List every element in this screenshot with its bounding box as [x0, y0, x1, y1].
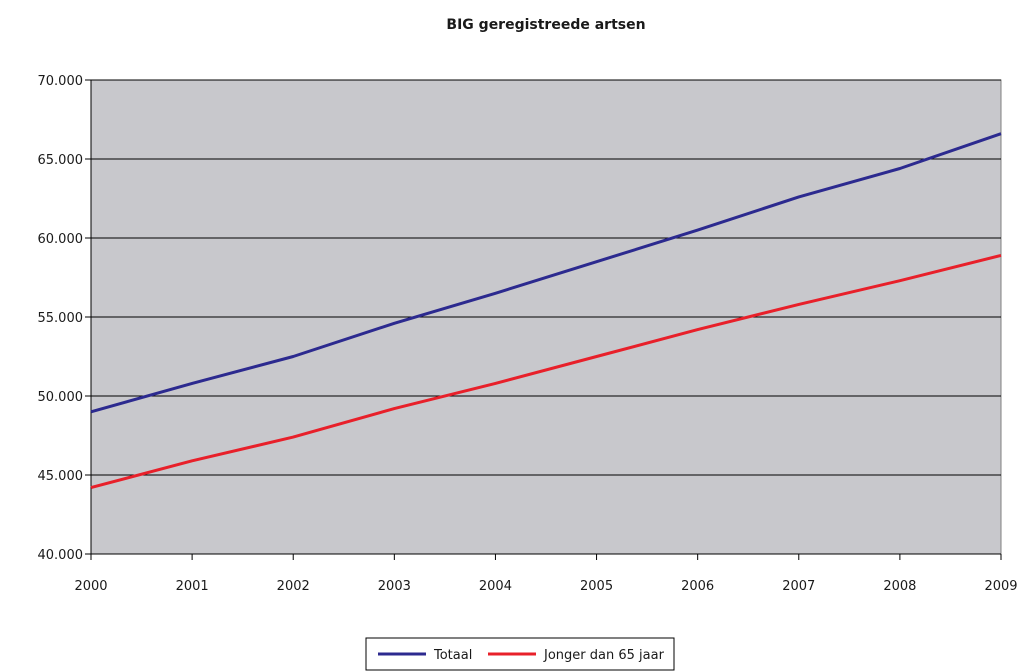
- legend-label: Totaal: [433, 648, 472, 663]
- series-lines: [90, 132, 1002, 490]
- y-tick-label: 45.000: [38, 469, 84, 484]
- y-tick-label: 65.000: [38, 153, 84, 168]
- series-line-jonger-dan-65-jaar: [90, 253, 1002, 490]
- x-tick-label: 2001: [176, 579, 209, 594]
- legend-label: Jonger dan 65 jaar: [543, 648, 665, 663]
- x-tick-label: 2000: [74, 579, 107, 594]
- y-tick-label: 70.000: [38, 74, 84, 89]
- legend: Totaal Jonger dan 65 jaar: [365, 637, 675, 671]
- axes: 40.000 45.000 50.000 55.000 60.000 65.000 70.0…: [38, 74, 1018, 594]
- chart-title: BIG geregistreede artsen: [446, 17, 645, 33]
- y-tick-label: 55.000: [38, 311, 84, 326]
- y-tick-label: 40.000: [38, 548, 84, 563]
- gridlines: [91, 79, 1001, 476]
- x-tick-label: 2007: [782, 579, 815, 594]
- x-tick-label: 2008: [883, 579, 916, 594]
- x-tick-label: 2004: [479, 579, 512, 594]
- x-tick-label: 2003: [378, 579, 411, 594]
- x-tick-label: 2002: [277, 579, 310, 594]
- x-tick-label: 2005: [580, 579, 613, 594]
- series-line-totaal: [90, 132, 1002, 414]
- y-tick-label: 50.000: [38, 390, 84, 405]
- y-tick-label: 60.000: [38, 232, 84, 247]
- x-tick-label: 2009: [984, 579, 1017, 594]
- x-tick-label: 2006: [681, 579, 714, 594]
